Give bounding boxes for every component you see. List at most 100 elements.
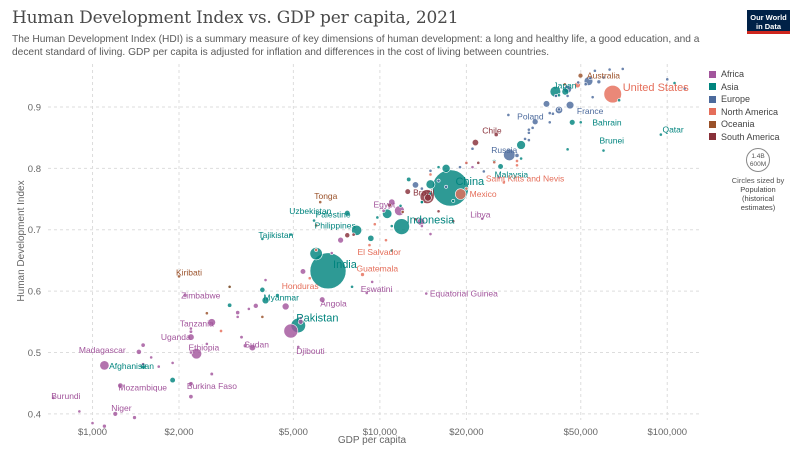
point-georgia[interactable] (436, 165, 441, 170)
point-central-african-republic[interactable] (77, 409, 82, 414)
point-croatia[interactable] (526, 130, 531, 135)
point-samoa[interactable] (314, 223, 319, 228)
point-maldives[interactable] (451, 198, 456, 203)
legend-item-north-america[interactable]: North America (709, 106, 780, 119)
point-montenegro[interactable] (470, 146, 475, 151)
point-syria[interactable] (227, 302, 233, 308)
point-slovakia[interactable] (523, 136, 527, 141)
point-armenia[interactable] (428, 191, 433, 196)
point-mauritania[interactable] (298, 316, 303, 321)
point-djibouti[interactable] (296, 345, 301, 349)
point-kyrgyzstan[interactable] (288, 232, 293, 237)
point-united-states[interactable] (603, 84, 622, 104)
point-belize[interactable] (384, 238, 388, 243)
point-bhutan[interactable] (389, 248, 394, 253)
point-north-macedonia[interactable] (444, 184, 449, 189)
point-gabon[interactable] (419, 224, 424, 228)
point-greece[interactable] (506, 113, 511, 117)
point-yemen[interactable] (169, 377, 176, 384)
point-ireland[interactable] (665, 77, 670, 82)
point-turkmenistan[interactable] (419, 200, 424, 205)
point-el-salvador[interactable] (367, 243, 372, 247)
point-kiribati[interactable] (177, 274, 181, 279)
point-bangladesh[interactable] (309, 247, 323, 261)
point-finland[interactable] (576, 80, 581, 85)
point-brunei[interactable] (601, 148, 606, 153)
point-france[interactable] (565, 100, 575, 110)
point-lebanon[interactable] (389, 224, 394, 228)
point-singapore[interactable] (672, 81, 677, 85)
point-jamaica[interactable] (372, 222, 377, 227)
point-sri-lanka[interactable] (406, 176, 412, 182)
point-madagascar[interactable] (136, 348, 142, 355)
point-ghana[interactable] (299, 268, 307, 275)
point-honduras[interactable] (307, 276, 312, 281)
point-congo[interactable] (246, 307, 251, 311)
point-kuwait[interactable] (565, 147, 570, 152)
point-chile[interactable] (493, 132, 499, 137)
point-indonesia[interactable] (393, 218, 410, 235)
point-iceland[interactable] (592, 68, 597, 73)
point-tanzania[interactable] (207, 318, 216, 327)
point-colombia[interactable] (424, 194, 432, 202)
point-barbados[interactable] (428, 172, 433, 177)
point-albania[interactable] (428, 168, 433, 173)
point-panama[interactable] (515, 163, 519, 168)
point-bahamas[interactable] (515, 159, 519, 163)
point-czechia[interactable] (550, 111, 555, 116)
point-lithuania[interactable] (547, 120, 552, 125)
point-fiji[interactable] (400, 210, 405, 214)
point-nepal[interactable] (259, 286, 266, 293)
point-gambia[interactable] (189, 350, 193, 355)
point-comoros[interactable] (235, 314, 240, 319)
point-turkey[interactable] (516, 140, 526, 150)
point-kenya[interactable] (281, 302, 290, 311)
point-paraguay[interactable] (413, 217, 418, 222)
point-suriname[interactable] (436, 209, 441, 214)
point-tajikistan[interactable] (260, 237, 265, 241)
point-costa-rica[interactable] (464, 160, 469, 165)
point-cape-verde[interactable] (329, 251, 334, 255)
point-jordan[interactable] (375, 215, 380, 220)
point-tonga[interactable] (318, 200, 323, 205)
point-nicaragua[interactable] (314, 248, 319, 252)
point-cyprus[interactable] (557, 107, 561, 112)
point-malawi[interactable] (140, 342, 146, 348)
point-moldova[interactable] (419, 186, 424, 191)
point-thailand[interactable] (441, 164, 451, 173)
point-senegal[interactable] (242, 343, 248, 349)
point-mauritius[interactable] (470, 165, 475, 170)
point-saudi-arabia[interactable] (569, 119, 576, 126)
point-serbia[interactable] (458, 165, 462, 170)
point-seychelles[interactable] (497, 175, 502, 180)
point-lesotho[interactable] (204, 341, 209, 346)
point-denmark[interactable] (601, 75, 606, 80)
point-argentina[interactable] (471, 139, 479, 147)
point-spain[interactable] (542, 100, 551, 108)
point-poland[interactable] (531, 118, 539, 125)
point-ukraine[interactable] (411, 181, 419, 189)
point-guatemala[interactable] (360, 272, 365, 277)
point-qatar[interactable] (658, 132, 663, 137)
point-estonia[interactable] (547, 111, 552, 116)
point-myanmar[interactable] (261, 296, 270, 305)
point-nigeria[interactable] (283, 323, 299, 339)
point-oman[interactable] (519, 156, 523, 161)
point-ecuador[interactable] (387, 202, 392, 208)
point-burundi[interactable] (51, 395, 56, 400)
point-bulgaria[interactable] (481, 169, 486, 174)
point-eswatini[interactable] (364, 291, 369, 295)
point-uruguay[interactable] (476, 160, 481, 165)
point-norway[interactable] (607, 67, 612, 72)
point-israel[interactable] (557, 93, 561, 98)
point-uzbekistan[interactable] (344, 210, 351, 217)
point-latvia[interactable] (526, 127, 531, 132)
point-guyana[interactable] (451, 219, 456, 224)
point-united-arab-emirates[interactable] (617, 98, 622, 103)
point-mali[interactable] (188, 394, 194, 400)
point-venezuela[interactable] (344, 232, 351, 239)
point-peru[interactable] (404, 188, 411, 195)
point-mexico[interactable] (454, 188, 467, 200)
point-belgium[interactable] (583, 82, 588, 87)
point-india[interactable] (309, 252, 347, 290)
